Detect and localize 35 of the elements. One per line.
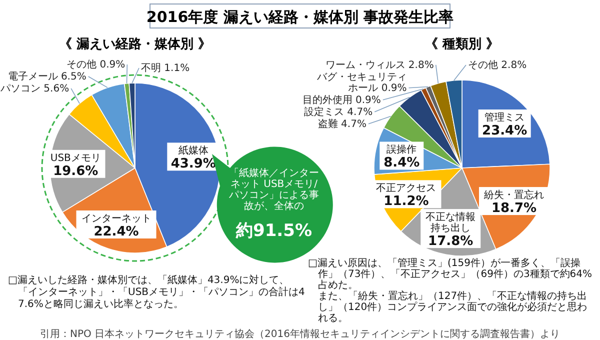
data-label: 22.4% xyxy=(94,224,139,240)
slice-label: 誤操作 xyxy=(386,144,417,156)
slice-label: 電子メール 6.5% xyxy=(8,71,86,82)
slice-label: 不正アクセス xyxy=(376,183,436,194)
slice-label: 管理ミス xyxy=(484,112,525,124)
data-label: 19.6% xyxy=(53,164,98,179)
chart-title: 《 種類別 》 xyxy=(424,37,500,52)
slice-label: パソコン 5.6% xyxy=(0,83,70,94)
text: また、「紛失・置忘れ」（127件）、「不正な情報の持ち出し」（120件）コンプライアンス面での強化が必須だと思われる。 xyxy=(318,290,588,324)
slice-label: 目的外使用 0.9% xyxy=(302,94,381,106)
data-label: 23.4% xyxy=(482,123,528,138)
slice-label: 盗難 4.7% xyxy=(318,118,366,130)
text: 引用：NPO 日本ネットワークセキュリティ協会（2016年情報セキュリティインシデントに関する調査報告書）より xyxy=(40,328,560,340)
text: □漏えい原因は、「管理ミス」(159件）が一番多く、「誤操作」（73件）、「不正アクセス」（69件）の3種類で約64%占めた。 xyxy=(308,257,592,291)
slice-label: 紙媒体 xyxy=(178,144,208,157)
text: 「紙媒体／インターネット USBメモリ/パソコン」による事故が、全体の xyxy=(228,167,319,212)
slice-label: 不明 1.1% xyxy=(141,63,190,74)
slice-label: 紛失・置忘れ xyxy=(482,189,544,202)
slice-label: 不正な情報持ち出し xyxy=(426,211,476,234)
data-label: 43.9% xyxy=(170,156,216,172)
slice-label: バグ・セキュリティホール 0.9% xyxy=(316,72,407,94)
data-label: 18.7% xyxy=(491,201,537,216)
text: 2016年度 漏えい経路・媒体別 事故発生比率 xyxy=(146,8,454,26)
data-label: 17.8% xyxy=(428,234,474,250)
text: □漏えいした経路・媒体別では、「紙媒体」43.9%に対して、「インターネット」・「USBメモリ」・「パソコン」の合計は47.6%と略同じ漏えい比率となった。 xyxy=(8,274,305,310)
text: 約91.5% xyxy=(235,221,312,241)
data-label: 11.2% xyxy=(384,194,429,210)
slice-label: インターネット xyxy=(81,213,152,224)
slice-label: その他 2.8% xyxy=(468,59,527,71)
data-label: 8.4% xyxy=(384,156,420,171)
chart-subtitle: 《 漏えい経路・媒体別 》 xyxy=(58,37,212,52)
slice-label: 設定ミス 4.7% xyxy=(304,106,373,118)
slice-label: ワーム・ウィルス 2.8% xyxy=(325,60,434,71)
slice-label: その他 0.9% xyxy=(66,58,126,70)
slice-label: USBメモリ xyxy=(50,152,101,164)
